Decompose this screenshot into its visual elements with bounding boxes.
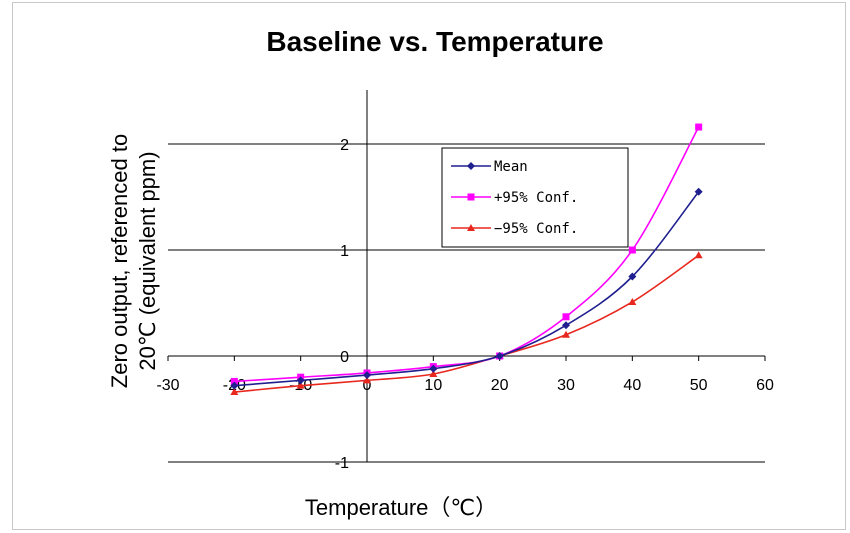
- data-point-triangle: [363, 376, 371, 384]
- data-point-diamond: [363, 371, 371, 380]
- y-tick-label: -1: [335, 455, 349, 472]
- legend-item: −95% Conf.: [451, 221, 578, 237]
- chart-svg: Baseline vs. Temperature -30-20-10010203…: [107, 26, 774, 520]
- x-tick-label: -30: [156, 377, 179, 394]
- legend-label: Mean: [494, 159, 528, 175]
- y-tick-label: 2: [340, 137, 349, 154]
- series-lines: [230, 123, 703, 396]
- y-axis-label-line2: 20℃ (equivalent ppm): [135, 151, 160, 370]
- data-point-triangle: [562, 330, 570, 338]
- series-triangle: [230, 251, 703, 396]
- data-point-square: [230, 377, 238, 385]
- series-diamond: [230, 187, 703, 390]
- axes: [167, 90, 766, 463]
- data-point-triangle: [694, 251, 703, 259]
- x-axis-label: Temperature（℃）: [305, 495, 497, 520]
- data-point-diamond: [495, 352, 504, 360]
- x-tick-label: 10: [424, 377, 442, 394]
- data-point-square: [562, 313, 570, 321]
- chart-frame: Baseline vs. Temperature -30-20-10010203…: [12, 2, 846, 530]
- data-point-triangle: [467, 224, 475, 231]
- y-tick-label: 1: [340, 243, 349, 260]
- data-point-triangle: [230, 388, 239, 396]
- legend-label: +95% Conf.: [494, 190, 578, 206]
- x-tick-label: 50: [690, 377, 708, 394]
- legend-item: +95% Conf.: [451, 190, 578, 206]
- data-point-triangle: [628, 297, 637, 305]
- legend-label: −95% Conf.: [494, 221, 578, 237]
- x-tick-label: 60: [756, 377, 774, 394]
- data-point-diamond: [467, 162, 475, 170]
- legend-item: Mean: [451, 159, 528, 175]
- grid-lines: [168, 143, 765, 463]
- chart-title: Baseline vs. Temperature: [266, 26, 603, 57]
- data-point-square: [467, 193, 475, 201]
- data-point-triangle: [296, 381, 305, 389]
- data-point-square: [695, 123, 703, 131]
- y-axis-label-line1: Zero output, referenced to: [107, 134, 132, 388]
- data-point-diamond: [429, 364, 438, 373]
- data-point-diamond: [562, 321, 570, 330]
- data-point-diamond: [296, 376, 305, 385]
- data-point-diamond: [230, 381, 239, 390]
- x-tick-label: 40: [623, 377, 641, 394]
- x-tick-label: 30: [557, 377, 575, 394]
- data-point-diamond: [694, 187, 703, 196]
- series-line: [234, 254, 700, 393]
- y-tick-label: 0: [340, 349, 349, 366]
- x-tick-label: 0: [363, 377, 372, 394]
- legend: Mean +95% Conf. −95% Conf.: [441, 147, 629, 248]
- x-tick-label: 20: [491, 377, 509, 394]
- data-point-triangle: [429, 370, 438, 378]
- data-point-square: [628, 246, 636, 254]
- data-point-diamond: [628, 272, 637, 281]
